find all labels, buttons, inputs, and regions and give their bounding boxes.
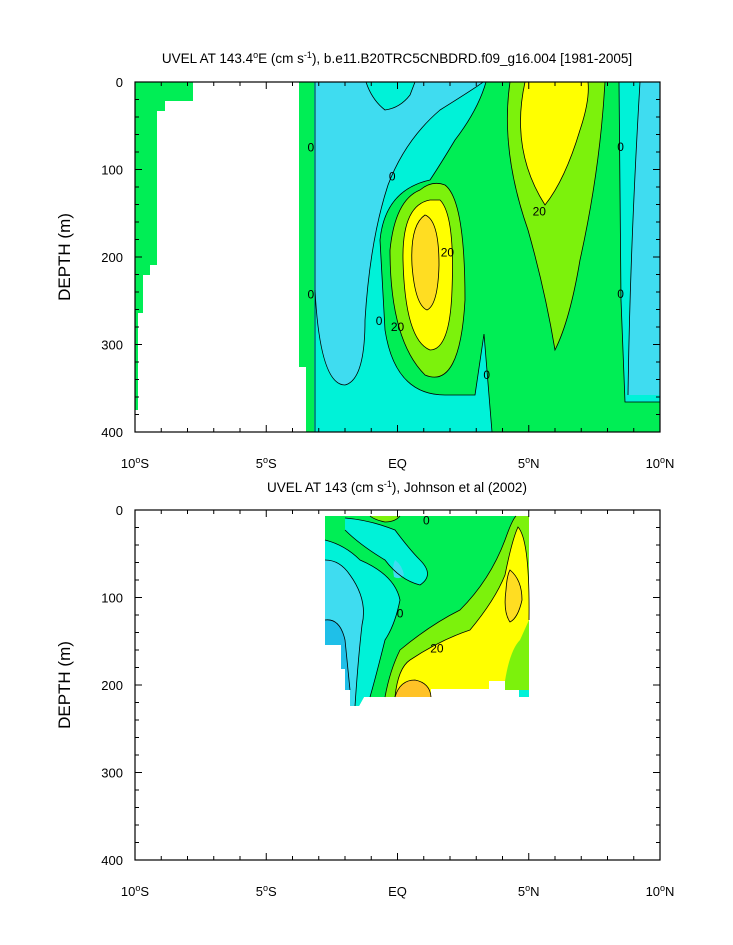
top-x-tick-label: 10oN xyxy=(646,455,675,471)
top-line-h xyxy=(507,82,606,352)
bottom-y-tick-label: 200 xyxy=(101,678,123,693)
bottom-line-e xyxy=(384,515,517,698)
top-field-cyan-neg-west xyxy=(315,82,483,385)
bottom-y-tick-label: 100 xyxy=(101,591,123,606)
bottom-contour-label: 20 xyxy=(430,641,444,655)
bottom-chart-title: UVEL AT 143 (cm s-1), Johnson et al (200… xyxy=(267,479,527,495)
bottom-line-g xyxy=(504,569,523,623)
bottom-y-tick-label: 0 xyxy=(116,503,123,518)
top-contour-label: 0 xyxy=(389,170,396,184)
top-chart-title: UVEL AT 143.4oE (cm s-1), b.e11.B20TRC5C… xyxy=(162,50,632,66)
top-y-tick-label: 0 xyxy=(116,75,123,90)
bottom-field-orange-a xyxy=(505,570,522,622)
bottom-field-lime-top xyxy=(370,516,400,522)
top-contour-label: 20 xyxy=(533,205,547,219)
top-line-i xyxy=(520,82,589,206)
bottom-contour-labels: 0 0 20 xyxy=(397,514,444,656)
top-x-tick-label: EQ xyxy=(388,456,407,471)
bottom-y-tick-label: 300 xyxy=(101,766,123,781)
top-contour-label: 0 xyxy=(308,288,315,302)
bottom-panel: 10oS 5oS EQ 5oN 10oN 0 100 200 300 400 0 0 20 UVEL … xyxy=(55,479,674,899)
top-field-yellow-east xyxy=(520,82,589,205)
bottom-line-d xyxy=(344,517,428,586)
top-line-c xyxy=(365,82,416,111)
top-line-g xyxy=(411,214,440,311)
bottom-field-cyan-pocket xyxy=(393,560,404,579)
top-field-gold-core xyxy=(411,215,439,310)
top-line-b xyxy=(314,82,484,386)
top-contour-label: 20 xyxy=(391,320,405,334)
top-field-white-gap xyxy=(299,367,306,432)
bottom-field-cyan-edge xyxy=(519,690,529,697)
bottom-line-i xyxy=(369,515,401,523)
top-contour-labels: 0 0 0 0 20 20 0 20 0 0 xyxy=(308,140,625,382)
bottom-contour-lines xyxy=(324,515,530,707)
top-line-j xyxy=(618,82,660,403)
top-contour-label: 0 xyxy=(376,314,383,328)
bottom-y-tick-label: 400 xyxy=(101,853,123,868)
top-y-tick-label: 200 xyxy=(101,250,123,265)
top-line-f xyxy=(402,199,453,351)
bottom-line-c xyxy=(324,619,351,691)
top-y-tick-label: 400 xyxy=(101,425,123,440)
top-contour-label: 0 xyxy=(617,140,624,154)
top-contour-field xyxy=(135,82,660,432)
top-x-tick-label: 5oN xyxy=(518,455,540,471)
top-y-tick-label: 100 xyxy=(101,163,123,178)
bottom-x-tick-label: 10oN xyxy=(646,883,675,899)
bottom-x-tick-label: 5oN xyxy=(518,883,540,899)
bottom-line-f xyxy=(394,526,530,698)
top-field-coast xyxy=(135,82,193,410)
bottom-field-orange-b xyxy=(395,680,431,697)
bottom-line-b xyxy=(324,559,364,707)
bottom-x-tick-label: 10oS xyxy=(121,883,149,899)
bottom-field-cyan-top xyxy=(345,518,428,585)
bottom-line-h xyxy=(394,679,432,698)
top-x-tick-label: 5oS xyxy=(256,455,277,471)
top-contour-label: 0 xyxy=(308,141,315,155)
top-line-d xyxy=(379,82,493,432)
top-y-axis-label: DEPTH (m) xyxy=(55,213,74,301)
bottom-contour-label: 0 xyxy=(397,606,404,620)
bottom-x-tick-label: 5oS xyxy=(256,883,277,899)
bottom-field-cyan-neg xyxy=(325,560,364,706)
bottom-field-blue xyxy=(325,619,350,690)
bottom-line-a xyxy=(324,539,401,698)
bottom-y-axis-label: DEPTH (m) xyxy=(55,641,74,729)
top-field-west-strip xyxy=(299,82,314,432)
bottom-x-tick-label: EQ xyxy=(388,884,407,899)
top-field-cyan-neg-inner xyxy=(366,82,415,110)
top-y-tick-label: 300 xyxy=(101,338,123,353)
bottom-contour-label: 0 xyxy=(423,514,430,528)
bottom-contour-field xyxy=(324,515,530,707)
top-line-k xyxy=(627,82,641,396)
top-contour-label: 20 xyxy=(441,246,455,260)
top-x-tick-label: 10oS xyxy=(121,455,149,471)
top-line-e xyxy=(389,182,466,378)
top-contour-label: 0 xyxy=(617,287,624,301)
top-contour-label: 0 xyxy=(483,368,490,382)
top-contour-lines xyxy=(314,82,660,432)
bottom-field-yellow xyxy=(395,527,530,697)
